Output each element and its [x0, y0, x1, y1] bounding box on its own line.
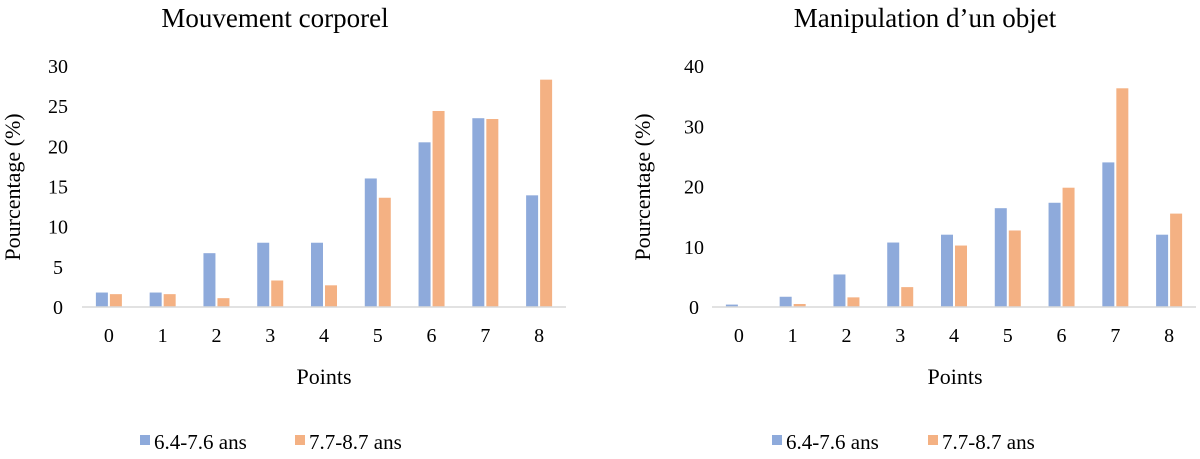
- legend-label-series-2: 7.7-8.7 ans: [309, 430, 402, 454]
- x-tick-label: 6: [1057, 325, 1067, 347]
- bar-series-2-point-1: [793, 303, 806, 307]
- bar-series-1-point-8: [1156, 234, 1169, 307]
- bar-series-2-point-5: [1008, 230, 1021, 307]
- bar-series-2-point-3: [271, 280, 284, 307]
- x-tick-label: 5: [1003, 325, 1013, 347]
- x-tick-label: 2: [841, 325, 851, 347]
- legend-swatch-series-1: [772, 435, 782, 445]
- chart-title: Manipulation d’un objet: [794, 3, 1057, 33]
- y-tick-labels: 0 10 20 30 40: [684, 56, 704, 319]
- bar-series-1-point-4: [311, 242, 323, 307]
- y-tick-label: 10: [684, 237, 704, 259]
- x-tick-label: 1: [788, 325, 798, 347]
- y-tick-label: 20: [684, 177, 704, 199]
- x-tick-label: 5: [373, 325, 383, 347]
- legend-label-series-1: 6.4-7.6 ans: [786, 430, 879, 454]
- bar-series-2-point-2: [847, 297, 860, 307]
- y-tick-label: 0: [689, 297, 699, 319]
- bar-series-2-point-4: [955, 245, 967, 307]
- x-tick-label: 0: [104, 325, 114, 347]
- y-axis-label: Pourcentage (%): [0, 113, 25, 260]
- x-tick-label: 7: [480, 325, 490, 347]
- chart-title: Mouvement corporel: [161, 3, 388, 33]
- bar-series-2-point-2: [217, 298, 230, 307]
- x-tick-labels: 0 1 2 3 4 5 6 7 8: [104, 325, 544, 347]
- bar-series: [95, 79, 553, 308]
- bar-series-1-point-7: [472, 118, 485, 307]
- bar-series-2-point-8: [1170, 213, 1183, 307]
- bar-series-1-point-3: [887, 242, 900, 307]
- bar-series-2-point-6: [1062, 187, 1075, 307]
- x-tick-label: 8: [534, 325, 544, 347]
- bar-series: [725, 88, 1183, 307]
- legend: 6.4-7.6 ans 7.7-8.7 ans: [772, 430, 1035, 454]
- chart-manipulation-objet: Manipulation d’un objet Pourcentage (%) …: [630, 3, 1196, 454]
- legend-label-series-2: 7.7-8.7 ans: [942, 430, 1035, 454]
- x-axis-label: Points: [296, 364, 351, 389]
- bar-series-2-point-4: [325, 285, 337, 307]
- legend: 6.4-7.6 ans 7.7-8.7 ans: [140, 430, 402, 454]
- bar-series-1-point-0: [725, 304, 738, 307]
- y-axis-label: Pourcentage (%): [630, 113, 655, 260]
- bar-series-1-point-5: [994, 208, 1007, 307]
- y-tick-label: 30: [48, 56, 68, 78]
- x-tick-label: 0: [734, 325, 744, 347]
- y-tick-label: 40: [684, 56, 704, 78]
- bar-series-2-point-8: [540, 79, 553, 307]
- legend-swatch-series-1: [140, 435, 150, 445]
- x-axis-label: Points: [927, 364, 982, 389]
- bar-series-2-point-6: [432, 110, 445, 307]
- bar-series-1-point-2: [833, 274, 846, 307]
- bar-series-1-point-3: [257, 242, 270, 307]
- y-tick-label: 0: [53, 297, 63, 319]
- bar-series-2-point-0: [109, 294, 122, 307]
- y-tick-label: 15: [48, 177, 68, 199]
- legend-swatch-series-2: [928, 435, 938, 445]
- bar-series-1-point-2: [203, 253, 216, 307]
- y-tick-label: 25: [48, 96, 68, 118]
- legend-swatch-series-2: [295, 435, 305, 445]
- x-tick-label: 2: [211, 325, 221, 347]
- x-tick-label: 6: [427, 325, 437, 347]
- x-tick-label: 3: [265, 325, 275, 347]
- y-tick-label: 20: [48, 136, 68, 158]
- y-tick-label: 30: [684, 116, 704, 138]
- bar-series-2-point-1: [163, 294, 176, 307]
- bar-series-1-point-6: [1048, 202, 1061, 307]
- bar-series-1-point-1: [149, 292, 162, 307]
- bar-series-1-point-5: [364, 178, 377, 307]
- bar-series-2-point-7: [1116, 88, 1129, 307]
- x-tick-label: 4: [949, 325, 959, 347]
- x-tick-labels: 0 1 2 3 4 5 6 7 8: [734, 325, 1174, 347]
- bar-series-2-point-7: [486, 119, 499, 308]
- x-tick-label: 1: [158, 325, 168, 347]
- bar-series-1-point-0: [95, 292, 108, 307]
- bar-series-2-point-5: [378, 197, 391, 307]
- x-tick-label: 4: [319, 325, 329, 347]
- x-tick-label: 7: [1110, 325, 1120, 347]
- bar-series-1-point-1: [779, 296, 792, 307]
- bar-series-1-point-6: [418, 142, 431, 307]
- y-tick-labels: 0 5 10 15 20 25 30: [48, 56, 68, 319]
- x-tick-label: 3: [895, 325, 905, 347]
- bar-series-1-point-4: [941, 234, 953, 307]
- bar-series-2-point-3: [901, 287, 914, 307]
- y-tick-label: 10: [48, 217, 68, 239]
- y-tick-label: 5: [53, 257, 63, 279]
- legend-label-series-1: 6.4-7.6 ans: [154, 430, 247, 454]
- bar-series-1-point-7: [1102, 162, 1115, 307]
- x-tick-label: 8: [1164, 325, 1174, 347]
- chart-mouvement-corporel: Mouvement corporel Pourcentage (%) Point…: [0, 3, 566, 454]
- bar-series-1-point-8: [526, 195, 539, 307]
